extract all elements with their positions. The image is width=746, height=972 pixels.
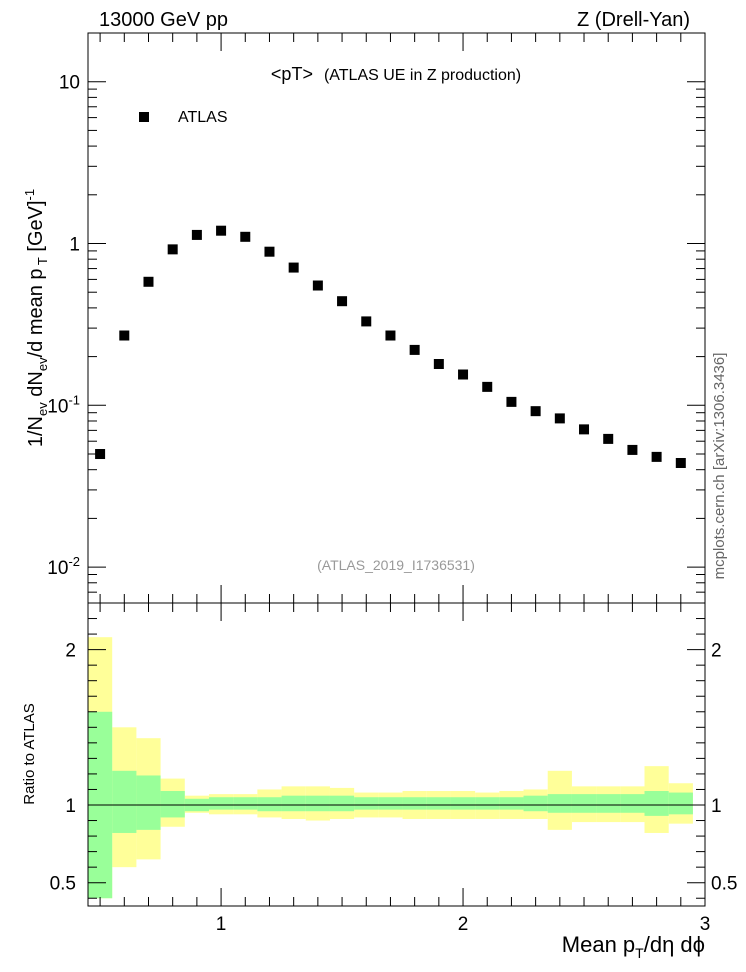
ratio-xtick-label: 3 bbox=[700, 914, 711, 935]
data-point bbox=[651, 451, 662, 462]
data-point bbox=[361, 316, 372, 327]
stat-band-bin bbox=[644, 791, 669, 816]
side-label: mcplots.cern.ch [arXiv:1306.3436] bbox=[711, 353, 728, 580]
stat-band-bin bbox=[136, 775, 161, 830]
data-point bbox=[143, 276, 154, 287]
main-ytick-labels: 10-2 10-1 1 10 bbox=[47, 73, 80, 579]
data-point bbox=[240, 231, 251, 242]
data-point bbox=[337, 296, 348, 307]
header-left: 13000 GeV pp bbox=[99, 9, 228, 31]
ratio-plot-panel: 0.5 1 2 0.5 1 2 1 2 3 Ratio to ATLAS Mean pT/d… bbox=[21, 602, 737, 961]
stat-band-bin bbox=[620, 794, 645, 813]
plot-title-main: <pT> bbox=[271, 64, 313, 84]
data-point bbox=[458, 369, 469, 380]
main-ytick-label: 10-2 bbox=[47, 554, 80, 579]
ratio-ytick-label-left: 1 bbox=[65, 796, 76, 817]
stat-band-bin bbox=[257, 797, 282, 812]
ratio-xticks bbox=[99, 603, 706, 906]
stat-band-bin bbox=[112, 770, 137, 833]
stat-band-bin bbox=[233, 797, 258, 810]
data-point bbox=[579, 424, 590, 435]
main-yticks bbox=[88, 32, 705, 604]
ratio-bands bbox=[88, 637, 693, 899]
main-ylabel: 1/Nev dNev/d mean p T [GeV]-1 bbox=[22, 189, 50, 447]
stat-band-bin bbox=[378, 797, 403, 810]
stat-band-bin bbox=[571, 794, 597, 813]
ratio-ylabel: Ratio to ATLAS bbox=[21, 703, 38, 804]
data-point bbox=[167, 244, 178, 255]
ratio-ytick-label-right: 0.5 bbox=[711, 874, 737, 895]
data-point bbox=[627, 444, 638, 455]
ratio-xtick-labels: 1 2 3 bbox=[216, 914, 710, 935]
data-point bbox=[95, 449, 106, 460]
ratio-yticks bbox=[88, 618, 705, 899]
data-point bbox=[385, 330, 396, 341]
main-ytick-label: 10 bbox=[59, 73, 80, 94]
data-point bbox=[554, 413, 565, 424]
data-point bbox=[216, 225, 227, 236]
stat-band-bin bbox=[281, 795, 306, 812]
data-points bbox=[95, 225, 686, 468]
stat-band-bin bbox=[402, 797, 427, 810]
plot-title-sub: (ATLAS UE in Z production) bbox=[324, 67, 521, 84]
data-point bbox=[482, 381, 493, 392]
ratio-xtick-label: 2 bbox=[458, 914, 469, 935]
header-right: Z (Drell-Yan) bbox=[577, 9, 690, 31]
ratio-ytick-label-right: 2 bbox=[711, 641, 722, 662]
plot-title: <pT> (ATLAS UE in Z production) bbox=[271, 64, 521, 84]
legend-marker bbox=[139, 112, 149, 122]
legend-label: ATLAS bbox=[178, 109, 228, 126]
stat-band-bin bbox=[475, 797, 500, 810]
main-xticks bbox=[99, 33, 706, 603]
data-point bbox=[603, 433, 614, 444]
ratio-ytick-label-left: 0.5 bbox=[50, 874, 76, 895]
stat-band-bin bbox=[354, 797, 379, 810]
stat-band-bin bbox=[450, 797, 476, 810]
stat-band-bin bbox=[208, 797, 234, 810]
stat-band-bin bbox=[547, 794, 572, 813]
stat-band-bin bbox=[426, 797, 451, 810]
data-point bbox=[409, 344, 420, 355]
data-point bbox=[119, 330, 130, 341]
stat-band-bin bbox=[329, 795, 355, 812]
ratio-plot-frame bbox=[87, 602, 706, 907]
main-ytick-label: 1 bbox=[69, 235, 80, 256]
ratio-xlabel: Mean pT/dη dϕ bbox=[562, 932, 705, 961]
ratio-ytick-labels-left: 0.5 1 2 bbox=[50, 641, 76, 895]
stat-band-bin bbox=[305, 795, 330, 812]
data-point bbox=[530, 406, 541, 417]
stat-band-bin bbox=[596, 794, 621, 813]
ratio-xtick-label: 1 bbox=[216, 914, 227, 935]
stat-band-bin bbox=[523, 795, 548, 812]
main-plot-panel: 10-2 10-1 1 10 <pT> (ATLAS UE in Z producti… bbox=[22, 32, 706, 604]
data-point bbox=[312, 280, 323, 291]
data-point bbox=[675, 457, 686, 468]
data-point bbox=[191, 229, 202, 240]
data-point bbox=[264, 246, 275, 257]
stat-band-bin bbox=[668, 792, 693, 815]
ratio-ytick-label-right: 1 bbox=[711, 796, 722, 817]
data-point bbox=[433, 359, 444, 370]
ratio-ytick-label-left: 2 bbox=[65, 641, 76, 662]
main-ytick-label: 10-1 bbox=[47, 392, 80, 417]
data-point bbox=[288, 262, 299, 273]
stat-band-bin bbox=[499, 797, 524, 810]
analysis-tag: (ATLAS_2019_I1736531) bbox=[317, 557, 475, 573]
ratio-ytick-labels-right: 0.5 1 2 bbox=[711, 641, 737, 895]
data-point bbox=[506, 396, 517, 407]
stat-band-bin bbox=[160, 791, 185, 818]
